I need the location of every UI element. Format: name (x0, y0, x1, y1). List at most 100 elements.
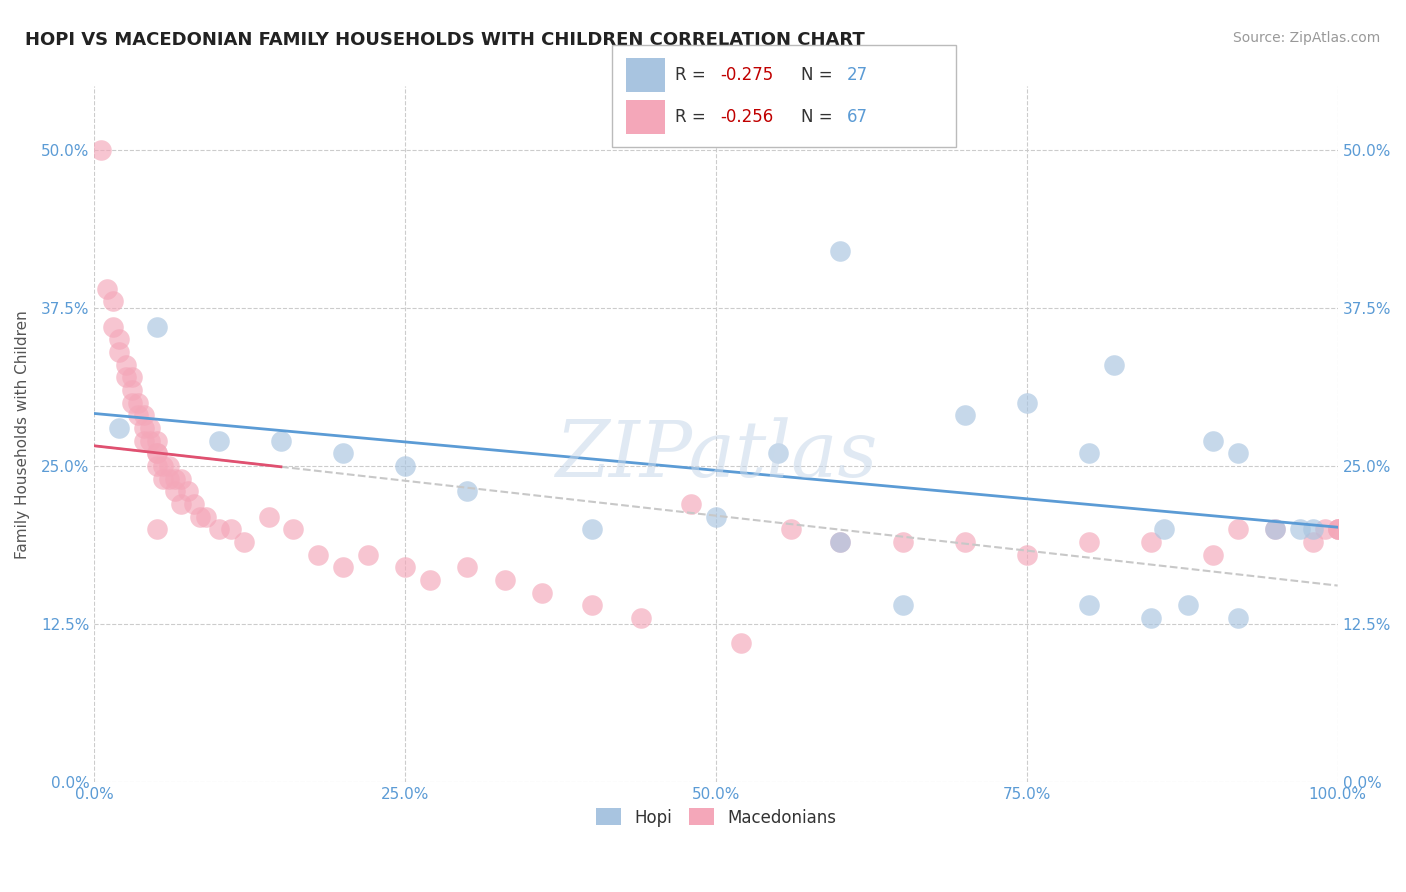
Point (134, 409, 156, 423)
Text: HOPI VS MACEDONIAN FAMILY HOUSEHOLDS WITH CHILDREN CORRELATION CHART: HOPI VS MACEDONIAN FAMILY HOUSEHOLDS WIT… (25, 31, 865, 49)
Point (1264, 522, 1286, 536)
Text: -0.256: -0.256 (720, 108, 773, 126)
Text: R =: R = (675, 108, 711, 126)
Point (1153, 522, 1175, 536)
Point (1302, 522, 1324, 536)
Point (195, 509, 218, 524)
Point (134, 434, 156, 448)
Point (1202, 434, 1225, 448)
Point (953, 535, 976, 549)
Point (581, 598, 603, 612)
Text: 27: 27 (846, 66, 868, 84)
Point (456, 484, 478, 499)
Point (1140, 535, 1163, 549)
Point (1015, 548, 1038, 562)
Point (170, 497, 193, 511)
Text: 67: 67 (846, 108, 868, 126)
Text: N =: N = (801, 108, 838, 126)
Point (108, 333, 131, 347)
Point (157, 458, 180, 473)
Point (170, 472, 193, 486)
Point (1177, 598, 1199, 612)
Text: Source: ZipAtlas.com: Source: ZipAtlas.com (1233, 31, 1381, 45)
Point (456, 560, 478, 574)
Point (730, 636, 752, 650)
Point (145, 319, 167, 334)
Point (145, 446, 167, 460)
Point (232, 535, 254, 549)
Point (219, 522, 242, 536)
Point (152, 472, 174, 486)
Point (307, 548, 329, 562)
Point (139, 421, 162, 435)
Point (208, 522, 231, 536)
Point (1315, 522, 1337, 536)
Point (1140, 611, 1163, 625)
Y-axis label: Family Households with Children: Family Households with Children (15, 310, 30, 558)
Point (1015, 395, 1038, 409)
Point (177, 484, 200, 499)
Point (145, 522, 167, 536)
Point (183, 497, 205, 511)
Point (830, 535, 852, 549)
Text: N =: N = (801, 66, 838, 84)
Point (1264, 522, 1286, 536)
Point (1227, 522, 1250, 536)
Point (121, 383, 143, 397)
Point (188, 509, 211, 524)
Point (1289, 522, 1312, 536)
Point (152, 458, 174, 473)
Point (283, 522, 305, 536)
Point (1326, 522, 1348, 536)
Point (891, 535, 914, 549)
Point (1326, 522, 1348, 536)
Point (419, 573, 441, 587)
Point (1202, 548, 1225, 562)
Point (270, 434, 292, 448)
Point (1227, 446, 1250, 460)
Point (1078, 446, 1101, 460)
Text: R =: R = (675, 66, 711, 84)
Point (779, 522, 801, 536)
Point (90, 143, 112, 157)
Point (127, 409, 149, 423)
Point (891, 598, 914, 612)
Text: ZIPatlas: ZIPatlas (555, 417, 877, 493)
Point (766, 446, 789, 460)
Point (1302, 535, 1324, 549)
Point (108, 345, 131, 359)
Point (208, 434, 231, 448)
Point (494, 573, 516, 587)
Point (394, 458, 416, 473)
Point (1326, 522, 1348, 536)
Point (114, 358, 136, 372)
Point (953, 409, 976, 423)
Point (1078, 598, 1101, 612)
Legend: Hopi, Macedonians: Hopi, Macedonians (589, 802, 842, 833)
Point (121, 395, 143, 409)
Point (1102, 358, 1125, 372)
Point (101, 294, 124, 309)
Point (127, 395, 149, 409)
Point (121, 370, 143, 384)
Point (101, 319, 124, 334)
Point (530, 585, 553, 599)
Point (134, 421, 156, 435)
Point (145, 446, 167, 460)
Text: -0.275: -0.275 (720, 66, 773, 84)
Point (830, 244, 852, 258)
Point (357, 548, 380, 562)
Point (114, 370, 136, 384)
Point (830, 535, 852, 549)
Point (145, 458, 167, 473)
Point (96, 282, 118, 296)
Point (257, 509, 280, 524)
Point (394, 560, 416, 574)
Point (1078, 535, 1101, 549)
Point (1227, 611, 1250, 625)
Point (157, 472, 180, 486)
Point (139, 434, 162, 448)
Point (581, 522, 603, 536)
Point (704, 509, 727, 524)
Point (332, 446, 354, 460)
